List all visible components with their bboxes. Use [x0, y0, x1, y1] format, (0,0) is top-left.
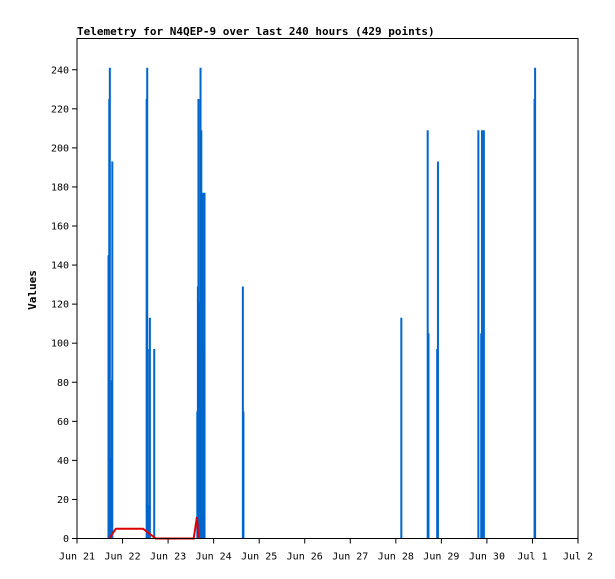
series-layer [107, 67, 568, 540]
y-tick-label: 140 [51, 261, 69, 272]
x-tick-label: Jun 26 [287, 552, 323, 563]
x-tick-label: Jun 21 [59, 552, 95, 563]
y-axis-label: Values [26, 270, 39, 310]
x-tick-label: Jun 27 [332, 552, 368, 563]
axis-ticks: 0 20 40 60 80 100 120 140 160 180 200 220 240 Jun 21 J… [51, 65, 593, 562]
y-tick-label: 120 [51, 300, 69, 311]
y-tick-label: 60 [57, 417, 69, 428]
y-tick-label: 40 [57, 456, 69, 467]
y-tick-label: 0 [63, 534, 69, 545]
x-tick-label: Jun 29 [423, 552, 459, 563]
x-tick-label: Jun 24 [196, 552, 232, 563]
x-tick-label: Jun 25 [241, 552, 277, 563]
x-tick-label: Jun 23 [150, 552, 186, 563]
x-tick-label: Jul 1 [517, 552, 547, 563]
x-tick-label: Jun 28 [378, 552, 414, 563]
y-tick-label: 80 [57, 378, 69, 389]
x-tick-label: Jul 2 [563, 552, 593, 563]
plot-area [76, 38, 579, 539]
y-tick-label: 100 [51, 339, 69, 350]
chart-title: Telemetry for N4QEP-9 over last 240 hour… [77, 25, 435, 38]
x-tick-label: Jun 30 [469, 552, 505, 563]
y-tick-label: 220 [51, 104, 69, 115]
y-tick-label: 240 [51, 65, 69, 76]
x-tick-label: Jun 22 [104, 552, 140, 563]
y-tick-label: 180 [51, 182, 69, 193]
y-tick-label: 160 [51, 222, 69, 233]
y-tick-label: 200 [51, 143, 69, 154]
y-tick-label: 20 [57, 495, 69, 506]
